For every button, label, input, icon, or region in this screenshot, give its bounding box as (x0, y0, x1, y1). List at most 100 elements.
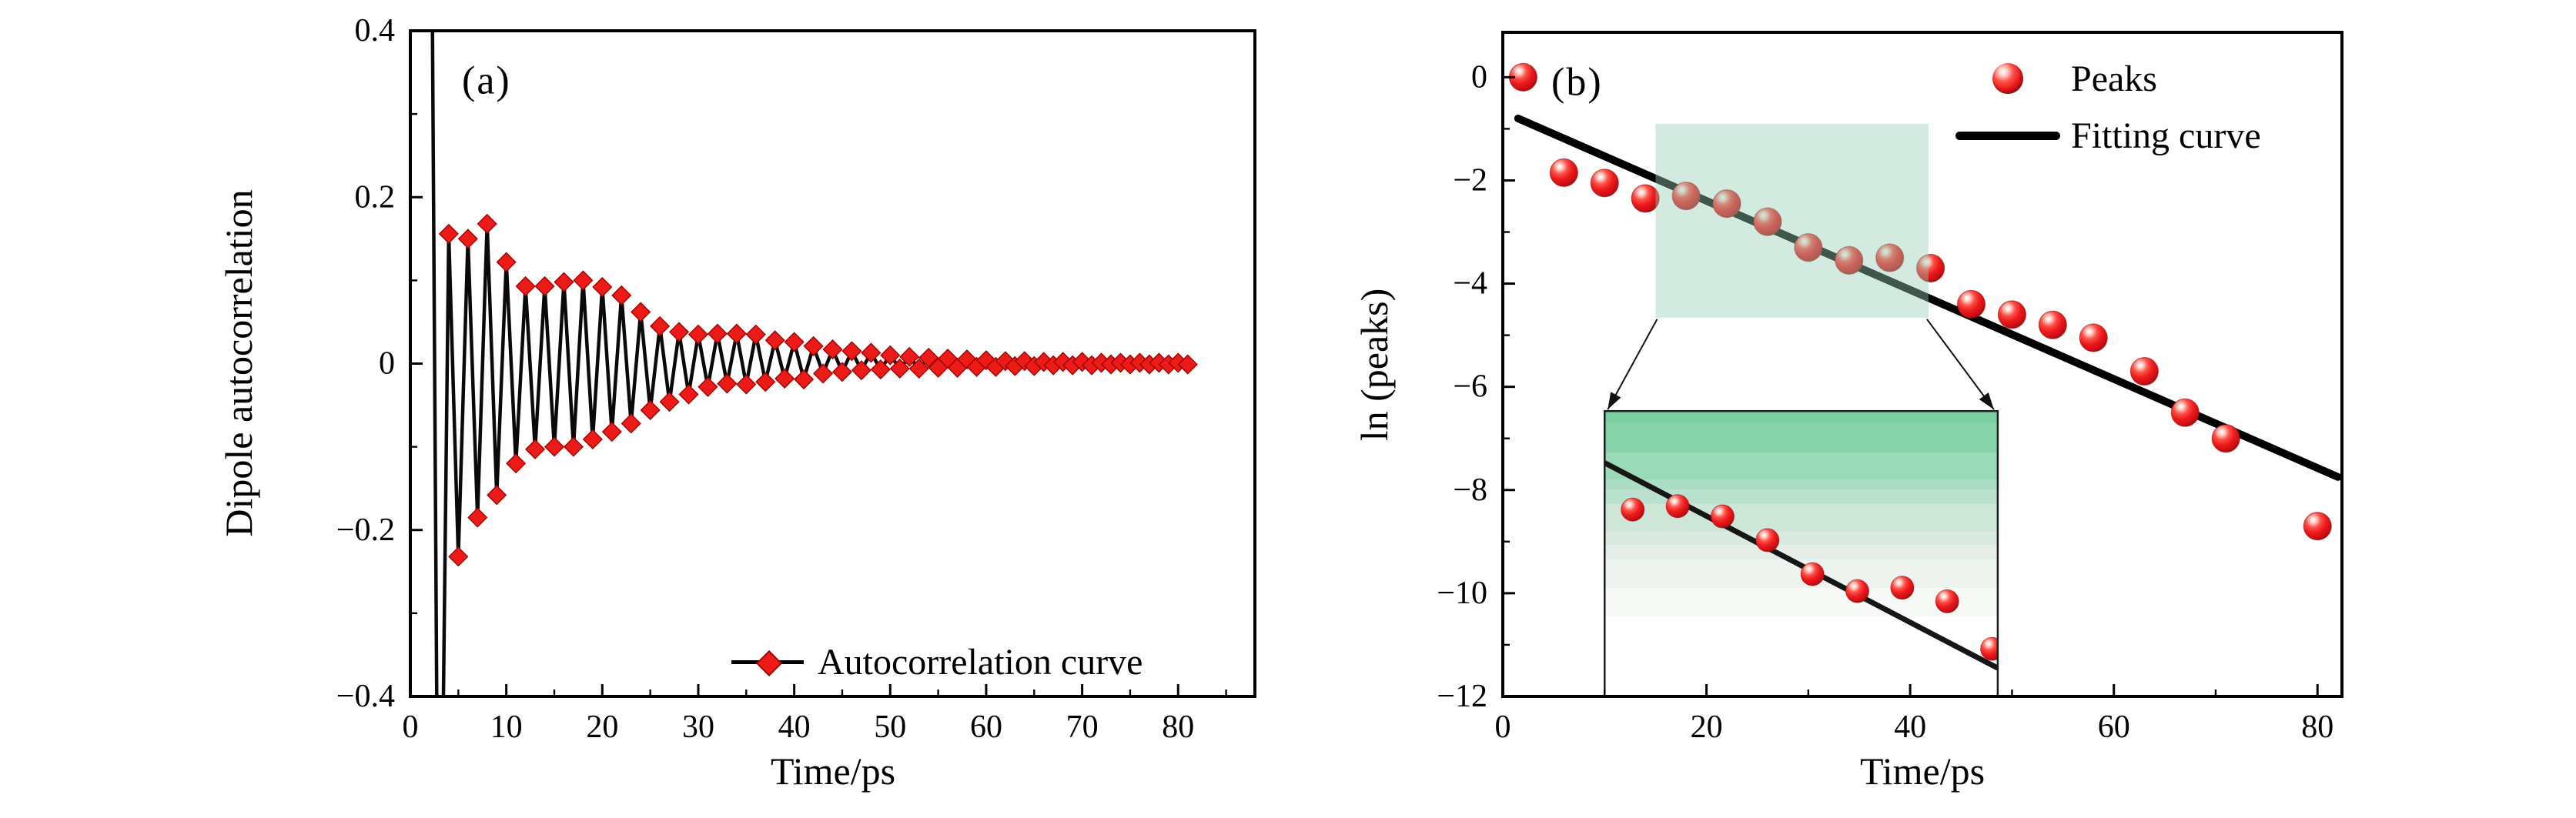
autocorrelation-diamond-marker (736, 374, 757, 395)
inset-gradient-band (1604, 616, 1998, 696)
peaks-sphere-marker (1549, 158, 1578, 187)
inset-arrow-left-head (1607, 392, 1621, 410)
sphere-marker-icon (1992, 63, 2023, 94)
peaks-sphere-marker (1835, 245, 1864, 275)
autocorrelation-diamond-marker (899, 346, 920, 367)
panel-b-x-tick-label: 40 (1894, 709, 1926, 745)
panel-b-axes: 0 20 40 60 80 0 −2 −4 −6 −8 −10 −12 (1437, 31, 2343, 745)
panel-b-x-tick-label: 0 (1495, 709, 1511, 745)
inset-gradient-band (1604, 411, 1998, 424)
inset-gradient-band (1604, 503, 1998, 532)
autocorrelation-diamond-marker (870, 359, 891, 380)
panel-b-x-tick-label: 20 (1691, 709, 1723, 745)
autocorrelation-diamond-marker (467, 507, 488, 528)
peaks-sphere-marker (1590, 169, 1619, 198)
panel-a-x-tick-label: 60 (970, 709, 1002, 745)
autocorrelation-diamond-marker (908, 358, 929, 379)
autocorrelation-diamond-marker (880, 345, 901, 366)
inset-sphere-marker (1665, 494, 1690, 519)
autocorrelation-diamond-marker (659, 392, 680, 412)
panel-a-letter: (a) (462, 58, 511, 103)
inset-gradient-band (1604, 489, 1998, 505)
peaks-legend-label: Peaks (2071, 58, 2157, 99)
autocorrelation-series (430, 31, 1198, 696)
inset-sphere-marker (1800, 562, 1825, 586)
autocorrelation-diamond-marker (534, 275, 555, 297)
fitting-curve-legend-label: Fitting curve (2071, 115, 2261, 156)
inset-gradient-band (1604, 452, 1998, 481)
autocorrelation-diamond-marker (794, 369, 815, 390)
panel-a-y-tick-label: −0.2 (336, 513, 395, 548)
autocorrelation-diamond-marker (573, 270, 594, 291)
panel-b-y-tick-label: −2 (1453, 162, 1487, 198)
autocorrelation-diamond-marker (457, 229, 478, 249)
panel-a-x-axis-title: Time/ps (770, 750, 896, 793)
autocorrelation-legend-marker (731, 642, 804, 682)
autocorrelation-diamond-marker (582, 429, 603, 449)
panel-a-y-tick-label: −0.4 (336, 679, 395, 714)
panel-a-y-tick-label: 0.4 (355, 13, 396, 48)
autocorrelation-diamond-marker (668, 322, 690, 342)
autocorrelation-diamond-marker (707, 323, 728, 344)
panel-a-y-tick-label: 0.2 (355, 179, 396, 215)
autocorrelation-diamond-marker (487, 485, 507, 506)
peaks-sphere-marker (1875, 243, 1905, 272)
autocorrelation-diamond-marker (717, 373, 738, 394)
panel-b-legend: Peaks Fitting curve (1955, 50, 2261, 164)
peaks-sphere-marker (2170, 398, 2200, 427)
peaks-sphere-marker (1915, 253, 1945, 283)
fitting-curve-legend-marker (1955, 107, 2060, 164)
panel-b-x-tick-label: 80 (2301, 709, 2333, 745)
panel-a-y-tick-label: 0 (379, 346, 395, 382)
autocorrelation-diamond-marker (506, 453, 527, 474)
inset-gradient-band (1604, 530, 1998, 546)
panel-a-x-tick-label: 20 (586, 709, 618, 745)
peaks-sphere-marker (2079, 323, 2108, 352)
autocorrelation-diamond-marker (496, 252, 517, 272)
inset-sphere-marker (1890, 576, 1915, 600)
panel-b-y-tick-label: −4 (1453, 266, 1487, 302)
panel-a-y-axis-title: Dipole autocorrelation (217, 189, 260, 537)
inset-arrow-right (1926, 319, 1995, 410)
inset-sphere-marker (1935, 589, 1959, 613)
autocorrelation-diamond-marker (621, 413, 641, 434)
autocorrelation-diamond-marker (851, 360, 871, 381)
autocorrelation-diamond-marker (601, 422, 622, 442)
autocorrelation-diamond-marker (918, 347, 939, 368)
autocorrelation-diamond-marker (524, 439, 546, 459)
panel-b-x-axis-title: Time/ps (1859, 750, 1986, 793)
panel-b-y-tick-label: −10 (1437, 576, 1487, 611)
autocorrelation-diamond-marker (784, 332, 805, 352)
panel-a-x-tick-label: 50 (874, 709, 906, 745)
autocorrelation-diamond-marker (861, 342, 882, 363)
autocorrelation-diamond-marker (650, 316, 671, 336)
panel-a-x-tick-label: 40 (778, 709, 811, 745)
autocorrelation-diamond-marker (745, 324, 766, 345)
peaks-sphere-marker (1631, 184, 1660, 213)
panel-b-x-tick-label: 60 (2098, 709, 2130, 745)
panel-a-x-tick-label: 80 (1162, 709, 1194, 745)
inset-gradient-band (1604, 545, 1998, 561)
autocorrelation-diamond-marker (611, 285, 632, 305)
panel-b-y-tick-label: −12 (1437, 679, 1487, 714)
panel-b-border (1501, 31, 2343, 698)
autocorrelation-diamond-marker (764, 330, 785, 351)
autocorrelation-diamond-marker (631, 302, 651, 322)
inset-gradient-band (1604, 479, 1998, 491)
peaks-legend-marker (1955, 50, 2060, 107)
autocorrelation-diamond-marker (1014, 351, 1035, 372)
peaks-sphere-marker (1956, 289, 1986, 319)
peaks-sphere-marker (2038, 310, 2067, 339)
panel-a-legend-label: Autocorrelation curve (818, 641, 1143, 683)
inset-arrow-left (1607, 319, 1658, 410)
peaks-sphere-marker (1671, 181, 1701, 211)
autocorrelation-diamond-marker (1177, 354, 1198, 375)
autocorrelation-diamond-marker (995, 351, 1015, 372)
autocorrelation-diamond-marker (544, 436, 565, 457)
panel-a-x-tick-label: 30 (682, 709, 714, 745)
autocorrelation-diamond-marker (640, 399, 661, 421)
peaks-sphere-marker (2211, 424, 2240, 453)
inset-sphere-marker (1980, 636, 1998, 661)
panel-a-axes: 0 10 20 30 40 50 60 70 80 0.4 0.2 0 −0.2 −0.4 (336, 13, 1256, 745)
